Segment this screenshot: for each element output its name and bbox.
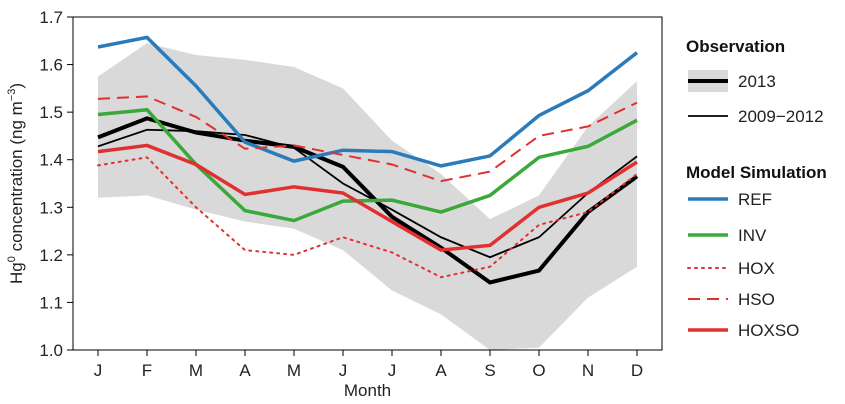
x-tick-label: O	[532, 361, 545, 380]
legend-label-2009-2012: 2009−2012	[738, 107, 824, 126]
x-tick-label: N	[582, 361, 594, 380]
series-line-hoxso	[97, 143, 638, 252]
y-axis-label-suffix: )	[7, 83, 26, 89]
legend-model-heading: Model Simulation	[686, 163, 827, 182]
series-line-2009-2012	[97, 128, 638, 259]
y-tick-label: 1.4	[39, 151, 63, 170]
y-axis-label-superscript: 0	[6, 256, 18, 262]
series-line-hox	[97, 156, 638, 279]
legend-label-2013: 2013	[738, 72, 776, 91]
y-tick-label: 1.7	[39, 8, 63, 27]
y-tick-label: 1.1	[39, 293, 63, 312]
x-tick-label: M	[189, 361, 203, 380]
x-tick-label: M	[287, 361, 301, 380]
x-tick-label: F	[142, 361, 152, 380]
series-lines-layer	[97, 35, 639, 285]
legend-observation-heading: Observation	[686, 37, 785, 56]
legend: Observation Model Simulation 2013 2009−20…	[686, 37, 827, 340]
y-axis-label-prefix: Hg	[7, 262, 26, 284]
x-tick-label: S	[484, 361, 495, 380]
x-tick-label: J	[94, 361, 103, 380]
y-axis-label: Hg0 concentration (ng m−3)	[6, 83, 26, 284]
legend-label-hso: HSO	[738, 290, 775, 309]
x-tick-label: A	[239, 361, 251, 380]
y-tick-label: 1.2	[39, 246, 63, 265]
series-line-ref	[97, 35, 639, 168]
legend-items: 2013 2009−2012 REF INV HOX HSO HOXSO	[687, 70, 824, 340]
y-tick-label: 1.3	[39, 198, 63, 217]
x-tick-label: J	[339, 361, 348, 380]
legend-label-hox: HOX	[738, 259, 775, 278]
y-axis-label-middle: concentration (ng m	[7, 101, 26, 256]
y-tick-label: 1.5	[39, 103, 63, 122]
legend-label-hoxso: HOXSO	[738, 321, 799, 340]
y-tick-label: 1.0	[39, 341, 63, 360]
x-axis-label: Month	[344, 381, 391, 400]
y-axis-label-unit-exponent: −3	[6, 89, 18, 102]
series-line-hso	[97, 95, 638, 183]
plot-frame	[72, 16, 663, 351]
y-axis-ticks: 1.0 1.1 1.2 1.3 1.4 1.5 1.6 1.7	[39, 8, 73, 360]
legend-label-ref: REF	[738, 190, 772, 209]
series-line-inv	[97, 107, 638, 223]
legend-label-inv: INV	[738, 226, 767, 245]
x-tick-label: D	[631, 361, 643, 380]
x-tick-label: A	[435, 361, 447, 380]
y-tick-label: 1.6	[39, 56, 63, 75]
x-tick-label: J	[388, 361, 397, 380]
